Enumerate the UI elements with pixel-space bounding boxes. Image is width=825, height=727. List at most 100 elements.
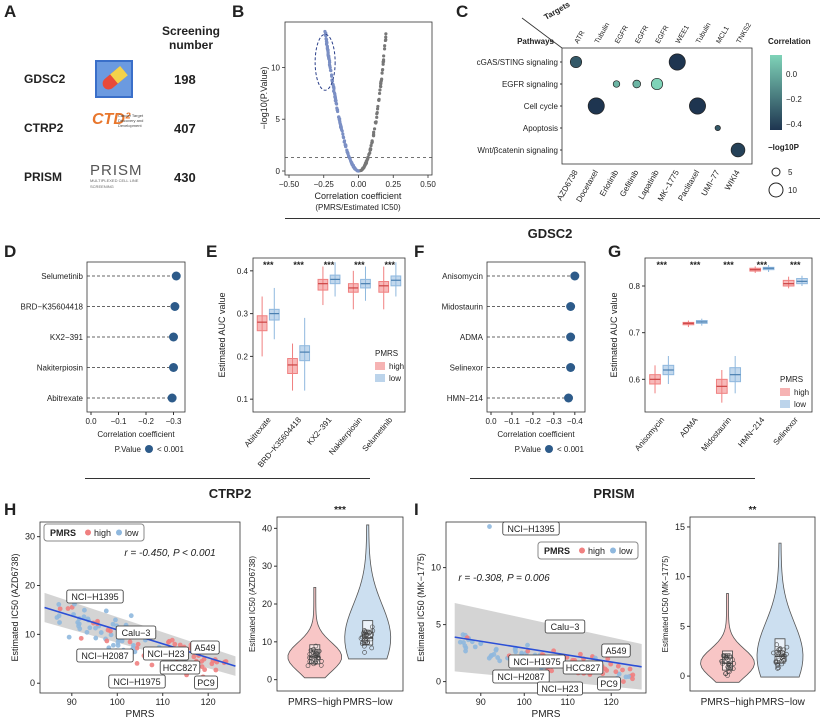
volcano-point	[323, 33, 328, 37]
prism-violin-dot	[731, 661, 737, 666]
prism-scatter-point	[627, 666, 633, 672]
ctrp-scatter-xtick-label: 100	[110, 697, 125, 707]
bubble-size-legend-10	[768, 182, 784, 198]
prism-scatter-legend-low: low	[619, 546, 633, 556]
volcano-point	[345, 148, 349, 152]
ctrp-violin-dot	[313, 653, 318, 658]
prism-violin-dot	[779, 652, 784, 658]
prism-scatter-point	[575, 670, 581, 676]
ctrp-scatter-point	[119, 638, 125, 644]
db-name-gdsc2: GDSC2	[24, 72, 66, 86]
prism-scatter-legend-dot-low	[610, 547, 616, 554]
bubble-point	[569, 55, 583, 69]
volcano-point	[350, 161, 354, 165]
volcano-point	[373, 120, 377, 124]
volcano-point	[374, 121, 378, 125]
volcano-point	[352, 166, 357, 171]
volcano-point	[363, 163, 367, 167]
ctrp-scatter-point	[110, 621, 116, 627]
ctrp-violin-dot	[369, 624, 375, 630]
ctrp-violin-dot	[368, 636, 374, 642]
prism-box-box	[796, 278, 808, 285]
volcano-point	[338, 124, 343, 128]
volcano-point	[371, 134, 376, 138]
bubble-drug-label: WIKI4	[723, 168, 742, 192]
volcano-point	[324, 42, 329, 46]
prism-violin-dot	[779, 661, 785, 667]
ctrp-scatter-cell-label: NCI−H1395	[71, 592, 118, 602]
volcano-xtick-label: 0.25	[385, 180, 401, 189]
ctrp-violin-box	[309, 644, 321, 665]
volcano-point	[352, 165, 356, 170]
prism-logo-sub: MULTIPLEXED CELL LINE SCREENING	[90, 178, 139, 189]
volcano-point	[325, 47, 329, 51]
ctrp-scatter-point	[57, 620, 62, 625]
prism-scatter-point	[466, 636, 472, 641]
gdsc-box-box	[329, 274, 341, 285]
volcano-point	[364, 161, 368, 165]
ctrp-scatter-ytick-label: 30	[25, 532, 35, 542]
volcano-point	[326, 54, 331, 59]
prism-box-sig: ***	[690, 260, 701, 270]
ctrp-scatter-point	[131, 643, 136, 648]
prism-scatter-point	[523, 650, 529, 656]
prism-box-sig: ***	[656, 260, 667, 270]
volcano-point	[362, 165, 366, 170]
ctrp-violin-dot	[311, 661, 316, 667]
ctrp-scatter-point	[199, 664, 205, 670]
gdsc-box-sig: ***	[385, 260, 396, 270]
ctrp-violin-dot	[360, 639, 365, 645]
volcano-point	[348, 157, 352, 161]
volcano-point	[341, 136, 346, 140]
prism-violin-category-label: PMRS−low	[755, 697, 806, 708]
prism-lollipop-xlabel: Correlation coefficient	[497, 430, 575, 439]
prism-scatter-point	[615, 663, 621, 669]
ctrp-scatter-point	[110, 642, 116, 648]
ctrp-scatter-point	[140, 630, 146, 635]
volcano-xtick-label: 0.00	[351, 180, 367, 189]
ctrp-scatter-point	[81, 614, 87, 620]
gdsc-box-box	[317, 278, 329, 291]
gdsc-lollipop-frame	[86, 261, 186, 413]
volcano-point	[346, 151, 350, 155]
volcano-point	[327, 55, 331, 60]
volcano-point	[370, 140, 374, 144]
ctrp-scatter-point	[181, 644, 187, 650]
ctrp-scatter-ytick-label: 10	[25, 629, 35, 639]
gdsc-box-drug-label: Nakiterpiosin	[327, 416, 364, 457]
volcano-point	[329, 69, 333, 73]
prism-scatter-point	[570, 657, 576, 663]
ctrp-violin-dot	[362, 643, 367, 649]
prism-scatter-point	[581, 670, 587, 676]
prism-scatter-xlabel: PMRS	[532, 709, 561, 720]
ctrp-scatter-point	[98, 630, 104, 635]
ctrp-violin-dot	[316, 648, 322, 654]
volcano-point	[381, 60, 385, 64]
ctrp-violin-dot	[305, 663, 311, 669]
pill-icon	[95, 60, 133, 98]
ctrp-scatter-point	[85, 616, 91, 622]
prism-scatter-point	[532, 652, 538, 658]
volcano-point	[325, 46, 329, 50]
ctrp-violin-dot	[362, 632, 367, 638]
prism-violin-dot	[774, 642, 780, 648]
ctrp-violin-dot	[370, 628, 376, 634]
volcano-point	[344, 143, 348, 148]
volcano-point	[377, 97, 381, 101]
ctrp-scatter-point	[172, 641, 178, 647]
bubble-point	[612, 80, 621, 88]
gdsc-box-box	[347, 283, 359, 293]
gdsc-box-drug-label: Selumetinib	[361, 415, 395, 453]
volcano-point	[339, 125, 343, 129]
ctrp-scatter-cell-label: PC9	[197, 678, 215, 688]
prism-scatter-point	[537, 652, 543, 658]
volcano-point	[361, 167, 365, 171]
volcano-point	[350, 161, 354, 166]
volcano-point	[331, 82, 335, 87]
ctrp-scatter-point	[177, 642, 183, 648]
volcano-point	[378, 84, 383, 88]
volcano-point	[352, 165, 356, 169]
gdsc-box-ytick-label: 0.2	[237, 352, 249, 361]
volcano-point	[338, 120, 342, 124]
